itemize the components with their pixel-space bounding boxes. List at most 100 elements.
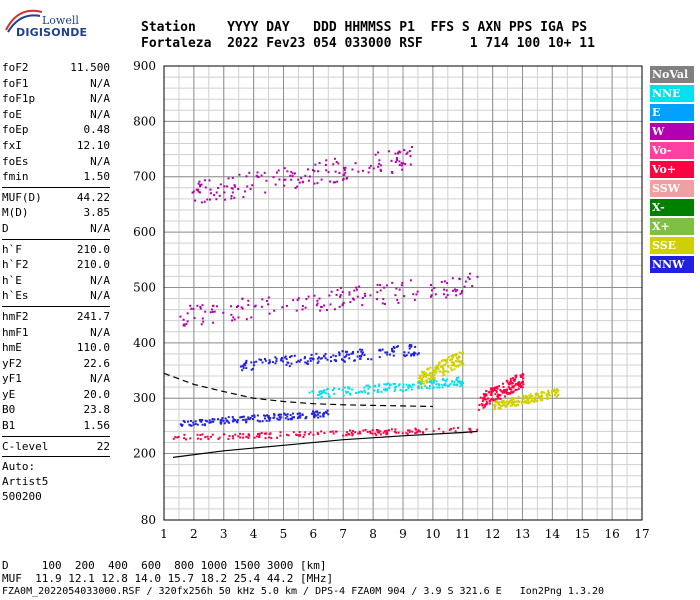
echo-point <box>455 377 458 380</box>
echo-point <box>401 281 404 284</box>
echo-point <box>432 369 435 372</box>
echo-point <box>458 277 461 280</box>
echo-point <box>321 391 324 394</box>
echo-point <box>418 377 421 380</box>
echo-point <box>318 390 321 393</box>
echo-point <box>437 383 440 386</box>
echo-point <box>290 355 293 358</box>
echo-point <box>524 396 527 399</box>
echo-point <box>529 395 532 398</box>
echo-point <box>397 301 400 304</box>
x-tick-label: 10 <box>425 527 440 541</box>
echo-point <box>212 304 215 307</box>
echo-point <box>258 435 261 438</box>
echo-point <box>398 163 401 166</box>
echo-point <box>335 161 338 164</box>
echo-point <box>200 420 203 423</box>
echo-point <box>510 388 513 391</box>
echo-point <box>414 432 417 435</box>
echo-point <box>247 304 250 307</box>
echo-point <box>414 427 417 430</box>
echo-point <box>506 402 509 405</box>
echo-point <box>527 397 530 400</box>
echo-point <box>342 302 345 305</box>
echo-point <box>546 397 549 400</box>
echo-point <box>218 194 221 197</box>
echo-point <box>186 420 189 423</box>
echo-point <box>240 306 243 309</box>
echo-point <box>316 361 319 364</box>
echo-point <box>442 369 445 372</box>
echo-point <box>361 304 364 307</box>
echo-point <box>433 286 436 289</box>
echo-point <box>498 385 501 388</box>
echo-point <box>383 302 386 305</box>
echo-point <box>504 404 507 407</box>
echo-point <box>429 371 432 374</box>
echo-point <box>291 412 294 415</box>
echo-point <box>211 433 214 436</box>
echo-point <box>258 358 261 361</box>
echo-point <box>363 389 366 392</box>
echo-point <box>432 429 435 432</box>
echo-point <box>364 295 367 298</box>
echo-point <box>250 368 253 371</box>
echo-point <box>274 362 277 365</box>
y-tick-label: 500 <box>133 280 156 294</box>
echo-point <box>511 386 514 389</box>
param-label: B0 <box>2 403 16 417</box>
echo-point <box>431 370 434 373</box>
echo-point <box>349 429 352 432</box>
echo-point <box>376 291 379 294</box>
echo-point <box>332 181 335 184</box>
echo-point <box>284 178 287 181</box>
echo-point <box>324 163 327 166</box>
echo-point <box>503 391 506 394</box>
echo-point <box>346 350 349 353</box>
echo-point <box>313 412 316 415</box>
echo-point <box>251 367 254 370</box>
echo-point <box>517 395 520 398</box>
echo-point <box>458 351 461 354</box>
echo-point <box>531 399 534 402</box>
y-tick-label: 900 <box>133 59 156 73</box>
echo-point <box>325 169 328 172</box>
echo-point <box>325 411 328 414</box>
echo-point <box>509 399 512 402</box>
echo-point <box>454 430 457 433</box>
echo-point <box>447 356 450 359</box>
echo-point <box>381 348 384 351</box>
echo-point <box>313 170 316 173</box>
param-label: hmF2 <box>2 309 29 323</box>
echo-point <box>201 304 204 307</box>
echo-point <box>410 353 413 356</box>
echo-point <box>357 170 360 173</box>
echo-point <box>260 305 263 308</box>
echo-point <box>551 389 554 392</box>
echo-point <box>457 380 460 383</box>
echo-point <box>245 359 248 362</box>
echo-point <box>539 397 542 400</box>
echo-point <box>279 431 282 434</box>
echo-point <box>485 403 488 406</box>
echo-point <box>453 288 456 291</box>
echo-point <box>329 180 332 183</box>
fitted-curve <box>172 430 478 458</box>
echo-point <box>393 430 396 433</box>
echo-point <box>446 357 449 360</box>
echo-point <box>382 298 385 301</box>
echo-point <box>326 387 329 390</box>
echo-point <box>338 351 341 354</box>
echo-point <box>378 384 381 387</box>
echo-point <box>501 391 504 394</box>
echo-point <box>485 394 488 397</box>
echo-point <box>507 401 510 404</box>
echo-point <box>457 426 460 429</box>
echo-point <box>460 361 463 364</box>
echo-point <box>435 370 438 373</box>
echo-point <box>416 353 419 356</box>
echo-point <box>286 415 289 418</box>
echo-point <box>218 436 221 439</box>
echo-point <box>428 381 431 384</box>
echo-point <box>202 320 205 323</box>
